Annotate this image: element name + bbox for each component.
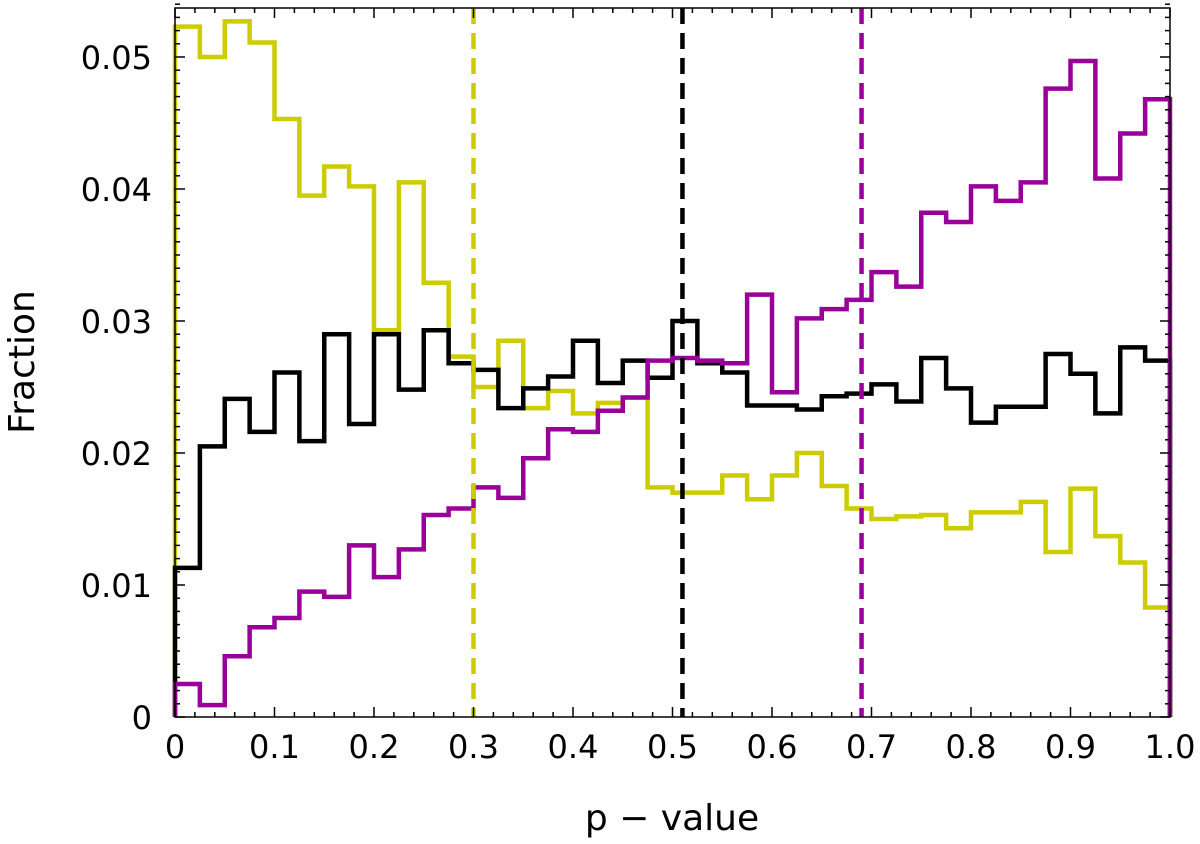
y-tick-label: 0 xyxy=(132,699,152,737)
x-axis-label: p − value xyxy=(585,798,759,839)
x-tick-label: 0.4 xyxy=(548,728,599,766)
x-tick-label: 0.2 xyxy=(349,728,400,766)
y-axis-label: Fraction xyxy=(2,290,43,434)
y-tick-label: 0.02 xyxy=(81,435,152,473)
histogram-purple xyxy=(172,58,1173,717)
series-layer xyxy=(172,19,1173,717)
x-tick-label: 0.5 xyxy=(647,728,698,766)
x-tick-label: 0.3 xyxy=(448,728,499,766)
median-lines xyxy=(471,8,864,717)
y-tick-labels: 0 0.01 0.02 0.03 0.04 0.05 xyxy=(81,39,152,737)
x-tick-label: 0.6 xyxy=(747,728,798,766)
x-tick-label: 0.8 xyxy=(946,728,997,766)
x-tick-label: 0.1 xyxy=(249,728,300,766)
y-tick-label: 0.03 xyxy=(81,303,152,341)
x-tick-label: 0.9 xyxy=(1045,728,1096,766)
x-tick-label: 1.0 xyxy=(1145,728,1196,766)
x-tick-label: 0 xyxy=(165,728,185,766)
y-tick-label: 0.05 xyxy=(81,39,152,77)
x-tick-labels: 0 0.1 0.2 0.3 0.4 0.5 0.6 0.7 0.8 0.9 1.0 xyxy=(165,728,1196,766)
axis-ticks xyxy=(174,3,1171,718)
x-tick-label: 0.7 xyxy=(846,728,897,766)
y-tick-label: 0.04 xyxy=(81,171,152,209)
histogram-yellow xyxy=(172,19,1173,717)
y-tick-label: 0.01 xyxy=(81,567,152,605)
histogram-black xyxy=(172,318,1173,717)
